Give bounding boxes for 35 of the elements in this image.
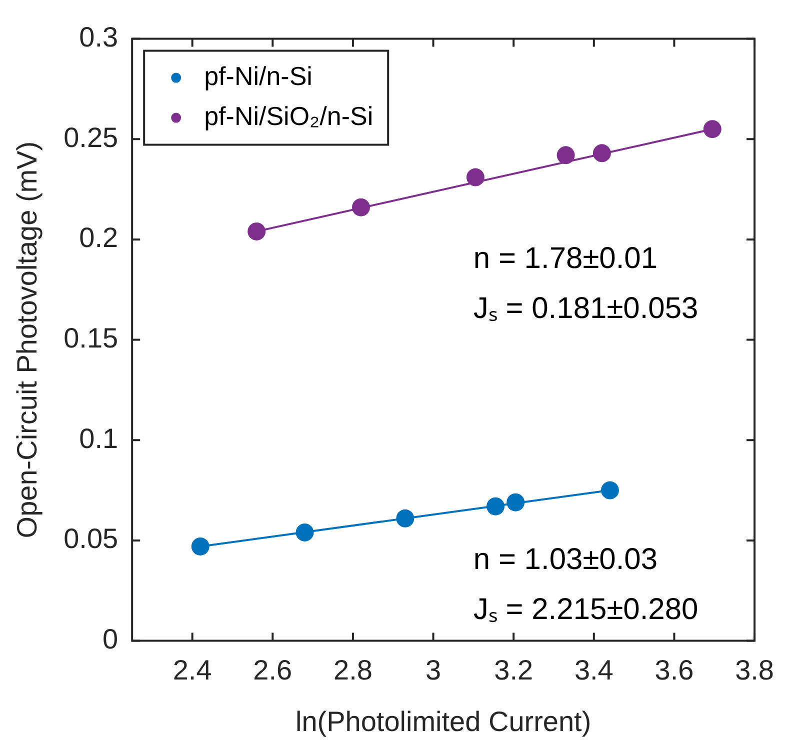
x-tick-label: 3: [425, 654, 442, 686]
point: [703, 120, 722, 138]
y-tick-label: 0.3: [79, 22, 118, 53]
point: [466, 168, 484, 186]
point: [191, 537, 210, 556]
legend-label: pf-Ni/n-Si: [204, 60, 312, 91]
y-tick-label: 0.05: [64, 523, 118, 554]
point: [592, 144, 611, 162]
point: [600, 481, 619, 500]
point: [396, 509, 414, 528]
point: [248, 222, 266, 240]
point: [486, 497, 505, 516]
y-axis-title: Open-Circuit Photovoltage (mV): [12, 141, 43, 538]
y-tick-label: 0: [102, 624, 118, 655]
annotation: Jₛ = 2.215±0.280: [473, 592, 698, 626]
y-tick-label: 0.25: [64, 122, 118, 153]
x-tick-label: 3.2: [494, 654, 534, 686]
x-axis-title: ln(Photolimited Current): [295, 706, 592, 737]
x-tick-label: 3.8: [735, 654, 774, 686]
x-tick-label: 2.8: [333, 654, 372, 686]
point: [296, 523, 314, 542]
x-tick-label: 2.6: [253, 654, 292, 686]
x-tick-label: 3.4: [574, 654, 614, 686]
y-tick-label: 0.2: [79, 222, 118, 254]
x-tick-label: 3.6: [654, 654, 694, 686]
point: [352, 198, 370, 216]
point: [556, 146, 575, 164]
y-tick-label: 0.15: [64, 322, 118, 354]
annotation: n = 1.03±0.03: [473, 542, 658, 576]
legend-label: pf-Ni/SiO₂/n-Si: [204, 100, 374, 131]
point: [506, 493, 525, 512]
annotation: Jₛ = 0.181±0.053: [473, 292, 698, 325]
y-tick-label: 0.1: [79, 422, 118, 454]
x-tick-label: 2.4: [172, 654, 212, 686]
annotation: n = 1.78±0.01: [473, 242, 658, 275]
